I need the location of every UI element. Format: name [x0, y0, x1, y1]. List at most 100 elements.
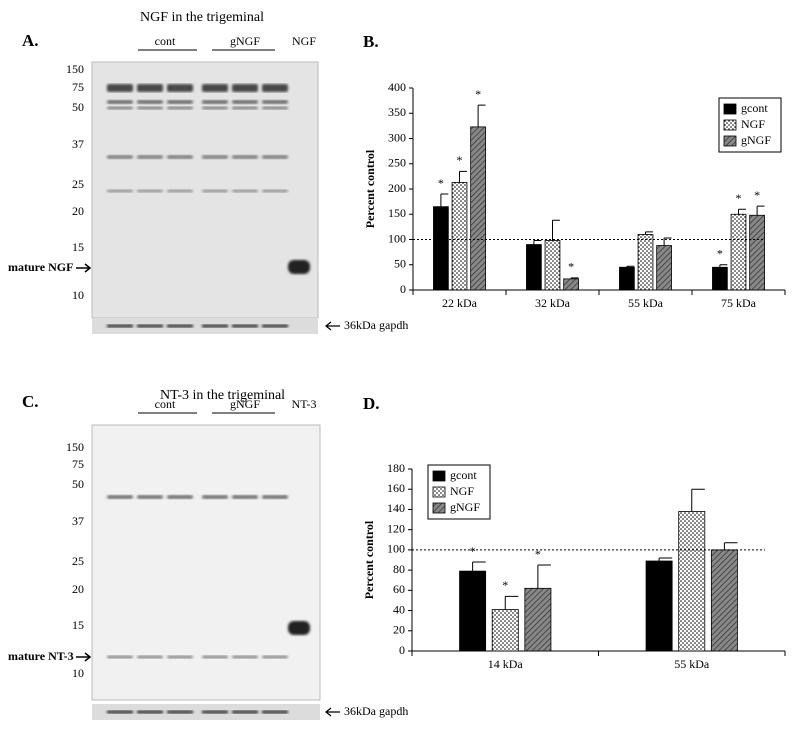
marker-label: 15: [72, 240, 84, 254]
y-tick-label: 300: [388, 130, 406, 144]
group-label: cont: [155, 397, 176, 411]
bar: [712, 266, 728, 291]
band: [262, 655, 288, 659]
error-bar: [477, 104, 486, 127]
mature-label: mature NGF: [8, 260, 73, 274]
error-bar: [552, 219, 560, 241]
y-axis-label: Percent control: [362, 520, 376, 599]
gapdh-band: [167, 710, 193, 714]
blot-title: NGF in the trigeminal: [140, 10, 264, 25]
bar: [678, 511, 706, 652]
x-tick-label: 75 kDa: [721, 296, 757, 310]
marker-label: 20: [72, 204, 84, 218]
bar: [491, 609, 519, 652]
band: [137, 106, 163, 110]
band: [232, 189, 258, 193]
gapdh-band: [137, 324, 163, 328]
marker-label: 20: [72, 582, 84, 596]
group-label: gNGF: [230, 397, 260, 411]
panel-label: C.: [22, 392, 39, 411]
error-bar: [472, 561, 486, 572]
band: [262, 100, 288, 104]
band: [202, 189, 228, 193]
legend-label: gcont: [741, 101, 768, 115]
bar: [637, 234, 654, 291]
band: [167, 100, 193, 104]
significance: *: [457, 153, 463, 167]
loading-label: 36kDa gapdh: [344, 318, 408, 332]
legend-label: gNGF: [450, 500, 480, 514]
blot: [91, 424, 321, 701]
gapdh-band: [232, 710, 258, 714]
legend-swatch: [432, 486, 446, 498]
significance: *: [475, 87, 481, 101]
marker-label: 150: [66, 440, 84, 454]
marker-label: 75: [72, 80, 84, 94]
gapdh-band: [202, 710, 228, 714]
band: [167, 189, 193, 193]
error-bar: [504, 595, 519, 610]
band: [107, 106, 133, 110]
y-tick-label: 400: [388, 80, 406, 94]
y-tick-label: 20: [393, 623, 405, 637]
band: [107, 495, 133, 499]
significance: *: [470, 544, 476, 558]
y-tick-label: 60: [393, 582, 405, 596]
band: [137, 495, 163, 499]
band: [107, 655, 133, 659]
error-bar: [719, 264, 728, 268]
error-bar: [533, 240, 542, 245]
band: [202, 495, 228, 499]
y-tick-label: 0: [399, 643, 405, 657]
x-tick-label: 14 kDa: [488, 657, 524, 671]
bar: [524, 587, 552, 652]
mature-label: mature NT-3: [8, 649, 74, 663]
bar: [656, 245, 672, 291]
arrow: [76, 263, 92, 273]
legend-label: gNGF: [741, 133, 771, 147]
y-tick-label: 100: [387, 542, 405, 556]
y-tick-label: 40: [393, 602, 405, 616]
band: [107, 84, 133, 92]
panel-label: A.: [22, 31, 39, 50]
marker-label: 25: [72, 554, 84, 568]
marker-label: 50: [72, 477, 84, 491]
error-bar: [691, 488, 705, 512]
y-axis-label: Percent control: [363, 149, 377, 228]
x-tick-label: 22 kDa: [442, 296, 478, 310]
error-bar: [570, 277, 579, 279]
band: [167, 155, 193, 159]
arrow: [76, 652, 92, 662]
legend-swatch: [432, 470, 446, 482]
bar: [459, 570, 487, 652]
group-label: NGF: [292, 34, 316, 48]
y-tick-label: 80: [393, 562, 405, 576]
band: [232, 655, 258, 659]
x-tick-label: 32 kDa: [535, 296, 571, 310]
panel-label: B.: [363, 32, 379, 51]
band: [107, 100, 133, 104]
y-tick-label: 200: [388, 181, 406, 195]
legend-label: NGF: [741, 117, 765, 131]
significance: *: [438, 176, 444, 190]
band: [262, 155, 288, 159]
error-bar: [663, 237, 672, 246]
gapdh-band: [232, 324, 258, 328]
error-bar: [738, 208, 746, 215]
bar: [433, 206, 449, 291]
y-tick-label: 120: [387, 521, 405, 535]
error-bar: [723, 542, 738, 550]
band: [167, 655, 193, 659]
gapdh-band: [262, 324, 288, 328]
band: [107, 155, 133, 159]
y-tick-label: 140: [387, 501, 405, 515]
legend-swatch: [432, 502, 446, 514]
band: [262, 495, 288, 499]
legend-swatch: [723, 119, 737, 131]
significance: *: [568, 260, 574, 274]
marker-label: 37: [72, 514, 84, 528]
y-tick-label: 150: [388, 206, 406, 220]
error-bar: [645, 231, 653, 235]
